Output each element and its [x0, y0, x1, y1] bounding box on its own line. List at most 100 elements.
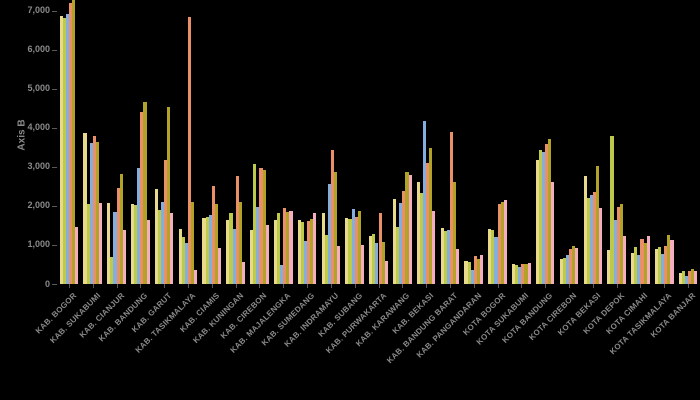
bar	[167, 107, 171, 284]
y-tick-mark	[52, 284, 57, 285]
y-tick-label: 3,000	[27, 161, 50, 172]
bar	[607, 250, 611, 284]
bar	[348, 219, 352, 284]
y-tick-label: 4,000	[27, 122, 50, 133]
bar	[238, 202, 242, 284]
bar	[146, 220, 150, 284]
bar	[345, 218, 349, 284]
bar	[670, 240, 674, 284]
bar	[226, 220, 230, 284]
bar	[62, 18, 66, 284]
bar	[548, 139, 552, 284]
y-tick-mark	[52, 10, 57, 12]
bar	[467, 262, 471, 284]
bar	[86, 204, 90, 284]
bar	[583, 176, 587, 284]
x-tick-mark	[211, 284, 213, 288]
bar	[184, 243, 188, 284]
bar	[622, 236, 626, 284]
bar	[453, 182, 457, 284]
x-tick-mark	[354, 284, 356, 288]
bar	[360, 245, 364, 284]
bar	[265, 225, 269, 284]
bar	[297, 220, 301, 284]
bar	[423, 121, 427, 284]
bar	[250, 230, 254, 284]
bar	[419, 193, 424, 284]
x-tick-mark	[307, 284, 309, 288]
bar	[59, 16, 63, 284]
bar	[440, 228, 444, 284]
x-tick-mark	[449, 284, 451, 288]
bar	[524, 264, 528, 284]
bar	[634, 247, 638, 284]
bar	[262, 170, 266, 284]
bar	[408, 175, 412, 284]
y-tick-label: 6,000	[27, 44, 50, 55]
bar	[337, 246, 341, 284]
bar	[113, 212, 117, 284]
bar	[330, 150, 334, 284]
y-tick-mark	[52, 88, 57, 90]
bar	[181, 237, 185, 284]
bar	[535, 160, 539, 284]
bar	[205, 217, 209, 284]
bar	[494, 237, 498, 284]
bar	[539, 150, 543, 284]
x-tick-mark	[688, 284, 690, 288]
bar	[631, 253, 635, 284]
x-tick-mark	[640, 284, 642, 288]
x-tick-mark	[68, 284, 70, 288]
bar	[211, 186, 215, 284]
bar	[559, 259, 563, 284]
bar	[131, 204, 135, 284]
bar	[515, 265, 519, 284]
bar	[521, 264, 525, 284]
x-tick-mark	[164, 284, 166, 288]
bar	[473, 256, 477, 284]
bar	[327, 184, 331, 284]
bar	[654, 249, 659, 284]
bar	[194, 270, 198, 284]
bar	[416, 182, 420, 284]
x-tick-mark	[330, 284, 332, 288]
y-tick-label: 1,000	[27, 239, 50, 250]
bar	[280, 265, 284, 284]
y-tick-label: 0	[44, 278, 50, 289]
bar	[619, 204, 623, 284]
x-tick-mark	[259, 284, 261, 288]
bar	[610, 136, 614, 284]
x-tick-label: KAB. BOGOR	[33, 291, 79, 336]
x-tick-mark	[235, 284, 237, 288]
bar	[214, 204, 218, 284]
bar	[429, 148, 433, 284]
bar	[116, 188, 120, 284]
bar	[92, 136, 96, 284]
bar	[300, 222, 304, 284]
x-tick-mark	[545, 284, 547, 288]
bar	[572, 246, 576, 284]
bar	[592, 192, 596, 284]
x-tick-mark	[521, 284, 523, 288]
y-tick-mark	[52, 127, 57, 129]
bar	[575, 248, 579, 284]
x-tick-mark	[140, 284, 142, 288]
x-tick-mark	[592, 284, 594, 288]
bar	[122, 230, 126, 284]
bar	[65, 14, 69, 284]
bar	[384, 261, 388, 284]
x-tick-mark	[569, 284, 571, 288]
bar	[667, 235, 671, 284]
bar	[551, 182, 555, 284]
x-tick-mark	[116, 284, 118, 288]
bar	[68, 3, 72, 284]
bar	[640, 239, 644, 284]
bar	[518, 267, 522, 284]
bar	[402, 191, 406, 284]
y-axis-title: Axis B	[16, 119, 28, 151]
bar	[470, 270, 474, 284]
bar	[562, 258, 566, 284]
y-tick-label: 5,000	[27, 83, 50, 94]
bar	[372, 234, 376, 284]
